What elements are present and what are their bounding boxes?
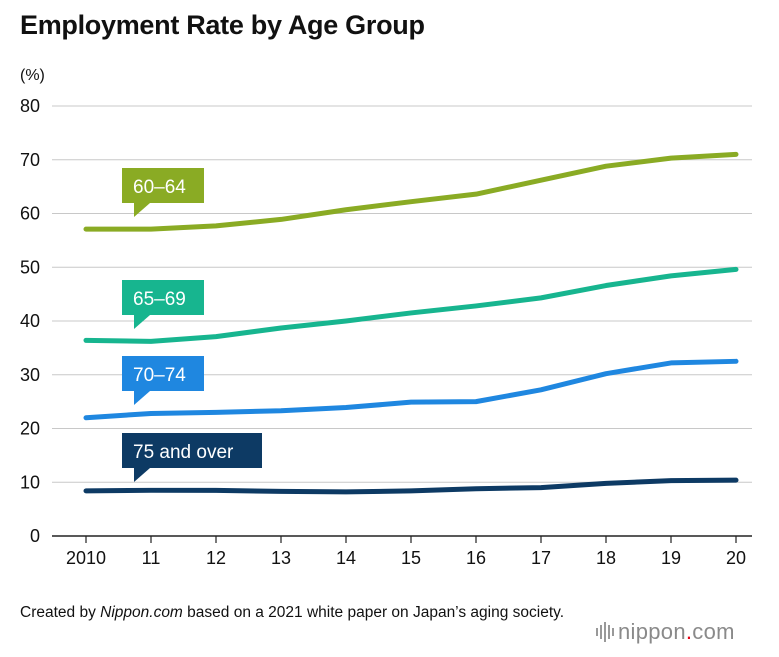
- y-tick-label: 0: [30, 526, 40, 546]
- y-tick-label: 40: [20, 311, 40, 331]
- y-tick-label: 70: [20, 150, 40, 170]
- source-note-prefix: Created by: [20, 604, 101, 621]
- series-label: 75 and over: [133, 442, 234, 463]
- x-tick-label: 11: [142, 548, 161, 568]
- series-label-box: [122, 168, 204, 203]
- source-note-suffix: based on a 2021 white paper on Japan’s a…: [182, 604, 565, 621]
- source-note: Created by Nippon.com based on a 2021 wh…: [20, 603, 600, 622]
- series-line-0: [83, 151, 739, 232]
- y-tick-label: 50: [20, 257, 40, 277]
- sound-bars-icon: [596, 622, 614, 642]
- series-label-pointer: [134, 391, 150, 405]
- y-tick-label: 30: [20, 365, 40, 385]
- chart-title: Employment Rate by Age Group: [20, 10, 425, 40]
- x-tick-label: 2010: [66, 548, 106, 568]
- x-tick-label: 18: [596, 548, 616, 568]
- employment-line-chart: (%) 0 10 20 30 40 50 60 70 80 2010 11 12 13 14 15 16 17 18…: [20, 67, 752, 568]
- y-unit-label: (%): [20, 67, 45, 84]
- y-tick-label: 80: [20, 96, 40, 116]
- series-label: 70–74: [133, 365, 186, 386]
- x-tick-label: 17: [531, 548, 551, 568]
- x-tick-label: 19: [661, 548, 681, 568]
- series-label: 65–69: [133, 289, 186, 310]
- series-label: 60–64: [133, 177, 186, 198]
- series-line-3: [83, 477, 739, 495]
- series-label-pointer: [134, 315, 150, 329]
- x-tick-label: 20: [726, 548, 746, 568]
- logo-tld: com: [692, 619, 735, 644]
- y-tick-label: 20: [20, 419, 40, 439]
- series-label-pointer: [134, 203, 150, 217]
- source-note-site: Nippon.com: [100, 604, 183, 621]
- series-label-box: [122, 433, 262, 468]
- series-label-pointer: [134, 468, 150, 482]
- series-label-box: [122, 280, 204, 315]
- x-tick-label: 12: [206, 548, 226, 568]
- x-tick-label: 14: [336, 548, 356, 568]
- series-line-2: [83, 358, 739, 421]
- logo-name: nippon: [618, 619, 686, 644]
- x-tick-label: 13: [271, 548, 291, 568]
- x-tick-label: 16: [466, 548, 486, 568]
- y-tick-label: 10: [20, 472, 40, 492]
- series-line-1: [83, 266, 739, 344]
- y-tick-label: 60: [20, 204, 40, 224]
- nippon-logo: nippon.com: [596, 617, 771, 647]
- x-tick-label: 15: [401, 548, 421, 568]
- logo-dot: .: [685, 619, 693, 644]
- series-label-box: [122, 356, 204, 391]
